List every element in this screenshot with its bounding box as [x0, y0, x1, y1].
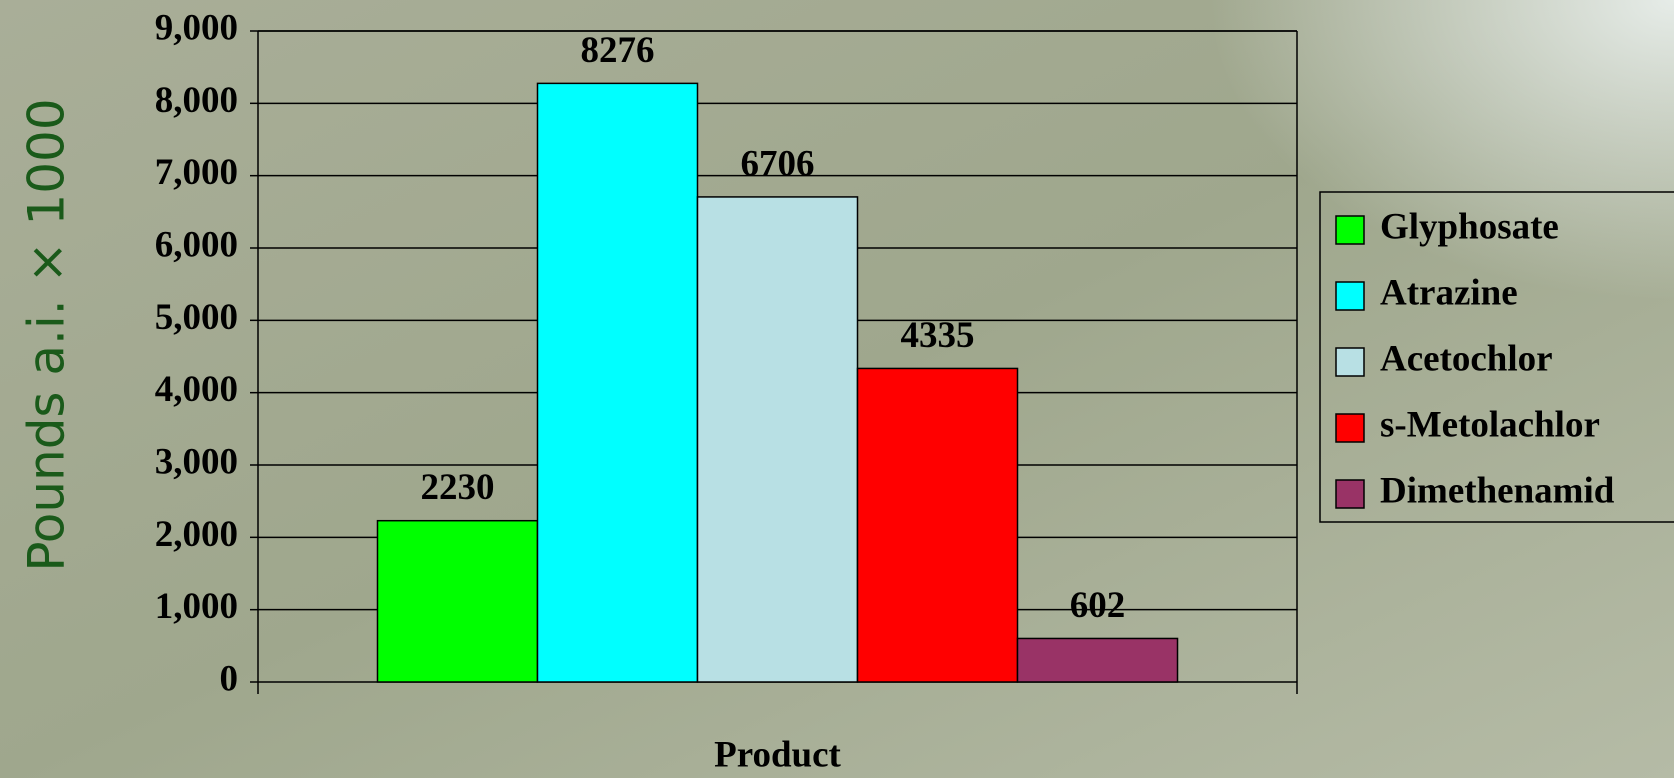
- data-label: 602: [1070, 585, 1126, 626]
- legend-label: Glyphosate: [1380, 206, 1559, 247]
- legend-swatch: [1335, 347, 1365, 377]
- legend-label: Atrazine: [1380, 272, 1518, 313]
- legend-label: Dimethenamid: [1380, 470, 1615, 511]
- legend-swatch: [1335, 281, 1365, 311]
- data-label: 8276: [580, 30, 654, 71]
- y-tick-label: 9,000: [155, 7, 238, 48]
- y-tick-label: 0: [220, 658, 239, 699]
- y-tick-label: 8,000: [155, 80, 238, 121]
- y-tick-label: 3,000: [155, 441, 238, 482]
- y-tick-label: 7,000: [155, 152, 238, 193]
- legend-label: Acetochlor: [1380, 338, 1553, 379]
- y-tick-label: 4,000: [155, 369, 238, 410]
- y-tick-label: 2,000: [155, 514, 238, 555]
- data-label: 2230: [420, 467, 494, 508]
- bar: [536, 82, 699, 683]
- legend-label: s-Metolachlor: [1380, 404, 1600, 445]
- y-tick-label: 1,000: [155, 586, 238, 627]
- legend-box: [1319, 191, 1674, 523]
- legend-swatch: [1335, 215, 1365, 245]
- bar: [696, 196, 859, 683]
- x-tick-label: Product: [714, 734, 841, 775]
- data-label: 4335: [901, 315, 975, 356]
- bar: [1016, 637, 1179, 683]
- y-tick-label: 6,000: [155, 224, 238, 265]
- y-tick-label: 5,000: [155, 297, 238, 338]
- bar: [376, 519, 539, 683]
- data-label: 6706: [741, 143, 815, 184]
- y-axis-title: Pounds a.i. × 1000: [18, 98, 76, 571]
- legend-swatch: [1335, 413, 1365, 443]
- legend-swatch: [1335, 479, 1365, 509]
- background-sky: [900, 0, 1674, 500]
- bar: [856, 367, 1019, 683]
